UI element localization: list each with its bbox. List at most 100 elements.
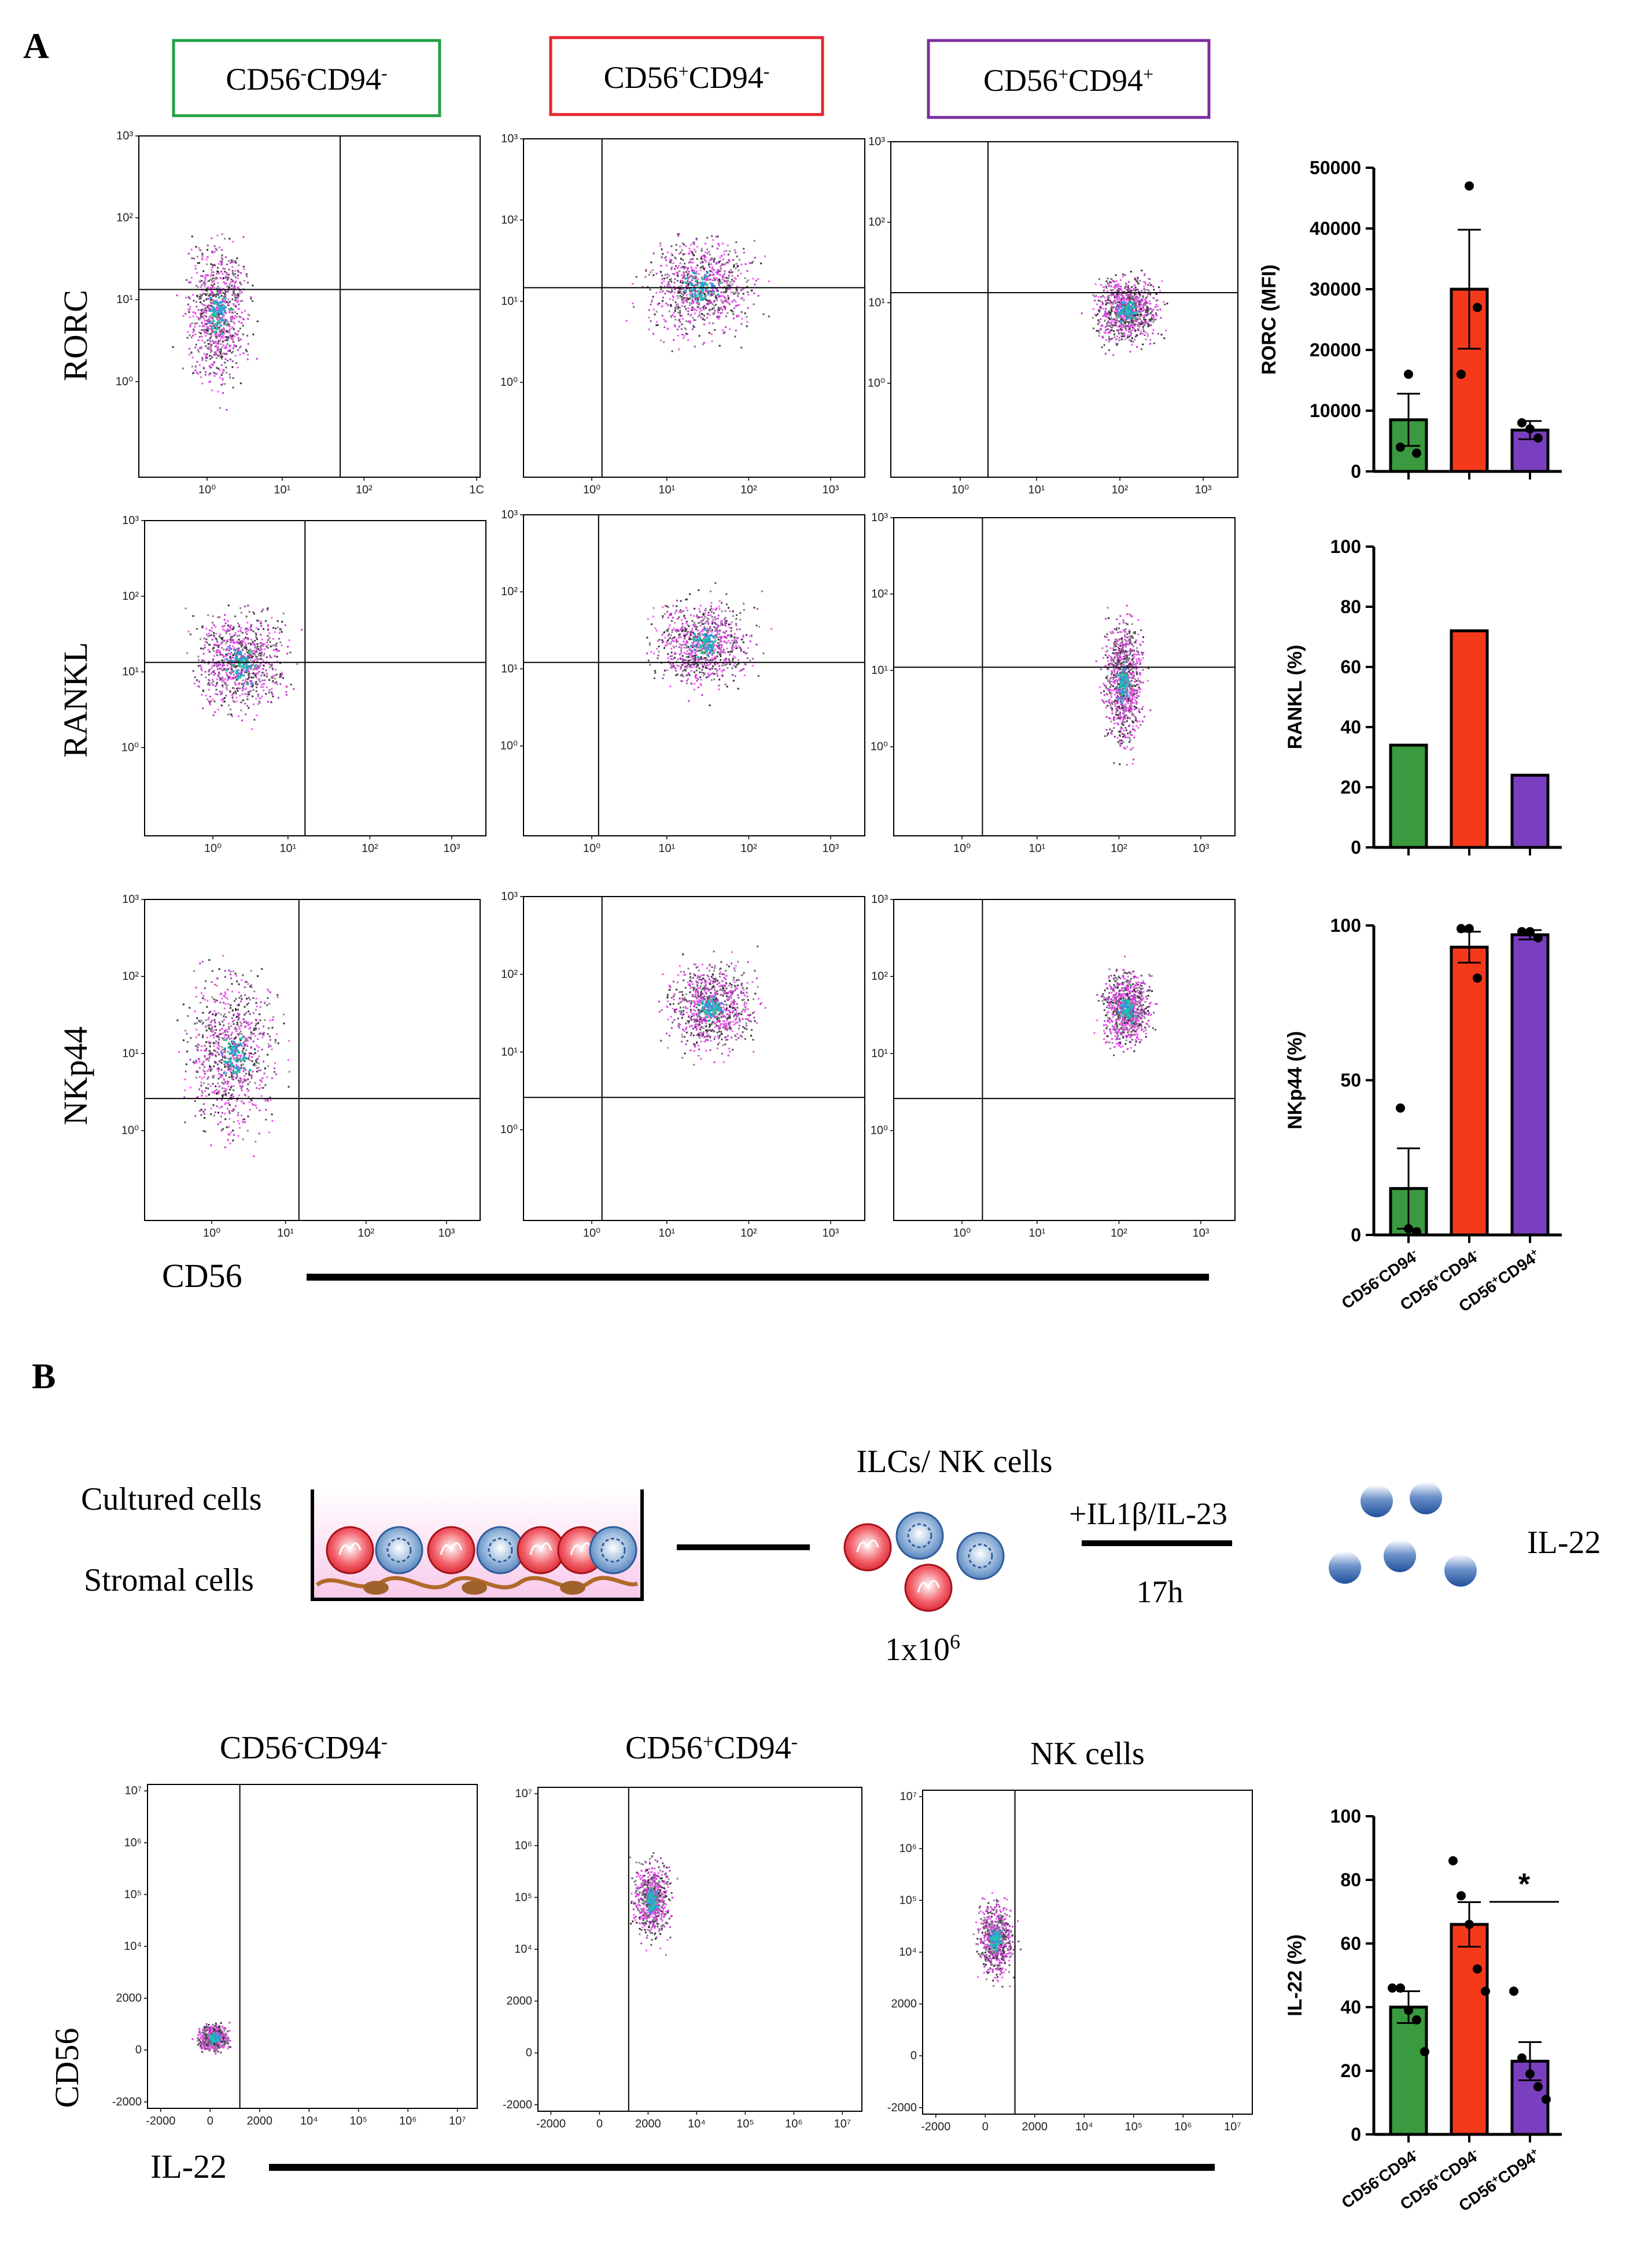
event-dot (717, 642, 719, 644)
event-dot (246, 275, 248, 278)
event-dot (717, 639, 720, 640)
event-dot (198, 298, 201, 300)
event-dot (1100, 318, 1102, 320)
event-dot (241, 689, 244, 692)
event-dot (228, 268, 230, 271)
event-dot (670, 663, 672, 665)
event-dot (220, 329, 223, 331)
event-dot (199, 318, 201, 320)
event-dot (271, 688, 273, 690)
event-dot (227, 628, 229, 630)
event-dot (717, 309, 718, 311)
event-dot (204, 671, 207, 673)
event-dot (672, 658, 674, 661)
event-dot (212, 271, 215, 273)
event-dot (681, 293, 683, 295)
event-dot (722, 258, 724, 260)
event-dot (671, 254, 673, 256)
event-dot (235, 678, 238, 681)
event-dot (211, 316, 213, 319)
event-dot (707, 672, 709, 674)
event-dot (716, 297, 718, 299)
event-dot (698, 589, 700, 591)
event-dot (1135, 307, 1137, 309)
event-dot (733, 307, 736, 309)
event-dot (216, 665, 219, 668)
event-dot (1101, 346, 1103, 348)
event-dot (218, 672, 220, 674)
event-dot (692, 261, 694, 264)
event-dot (691, 298, 694, 301)
event-dot (250, 685, 252, 688)
event-dot (1115, 274, 1117, 276)
event-dot (732, 292, 734, 294)
event-dot (255, 658, 257, 661)
event-dot (693, 671, 695, 673)
event-dot (680, 650, 683, 652)
event-dot (207, 635, 209, 637)
event-dot (678, 326, 680, 328)
event-dot (200, 275, 202, 277)
event-dot (1146, 305, 1148, 308)
event-dot (731, 627, 732, 629)
event-dot-core (242, 666, 245, 669)
event-dot (250, 680, 253, 682)
event-dot (693, 241, 695, 244)
event-dot (668, 310, 670, 312)
event-dot (234, 676, 237, 678)
event-dot (714, 668, 716, 670)
event-dot (241, 641, 244, 643)
event-dot (227, 646, 229, 648)
event-dot (1116, 314, 1118, 316)
event-dot (1148, 319, 1151, 321)
event-dot (669, 663, 671, 665)
event-dot (222, 341, 224, 343)
event-dot (198, 262, 200, 264)
event-dot (211, 627, 213, 629)
event-dot (252, 333, 255, 335)
event-dot-core (702, 298, 705, 301)
event-dot (768, 280, 770, 282)
event-dot (661, 639, 663, 641)
event-dot (255, 655, 257, 658)
event-dot (239, 353, 241, 356)
event-dot (229, 656, 231, 658)
event-dot (215, 688, 217, 691)
event-dot (221, 647, 223, 649)
event-dot (702, 292, 704, 294)
event-dot (735, 641, 738, 644)
event-dot (205, 299, 207, 301)
event-dot (694, 621, 695, 624)
event-dot (699, 314, 701, 316)
y-tick-label: 10⁰ (500, 740, 518, 753)
event-dot (220, 256, 223, 259)
event-dot (216, 277, 219, 279)
event-dot (667, 653, 669, 655)
event-dot (691, 642, 694, 644)
event-dot (236, 661, 238, 663)
event-dot (211, 389, 213, 392)
event-dot (263, 689, 265, 692)
event-dot (193, 257, 196, 260)
event-dot (207, 331, 208, 333)
event-dot (670, 305, 672, 307)
event-dot (705, 307, 707, 309)
event-dot-core (696, 300, 699, 303)
event-dot (724, 291, 727, 293)
event-dot (229, 633, 231, 636)
event-dot (216, 307, 218, 309)
event-dot (1116, 289, 1118, 292)
event-dot (675, 674, 677, 676)
event-dot (1112, 292, 1115, 294)
event-dot (682, 661, 684, 663)
event-dot (716, 629, 718, 631)
event-dot (189, 297, 191, 300)
event-dot (1136, 320, 1138, 323)
event-dot (703, 646, 705, 648)
event-dot (229, 350, 231, 352)
event-dot (652, 607, 655, 609)
event-dot (694, 676, 696, 678)
event-dot (237, 349, 239, 351)
event-dot-core (211, 327, 213, 330)
